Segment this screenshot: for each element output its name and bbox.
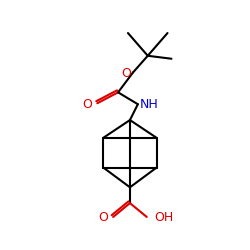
- Text: NH: NH: [140, 98, 158, 111]
- Text: O: O: [82, 98, 92, 111]
- Text: O: O: [121, 67, 131, 80]
- Text: OH: OH: [155, 212, 174, 224]
- Text: O: O: [98, 212, 108, 224]
